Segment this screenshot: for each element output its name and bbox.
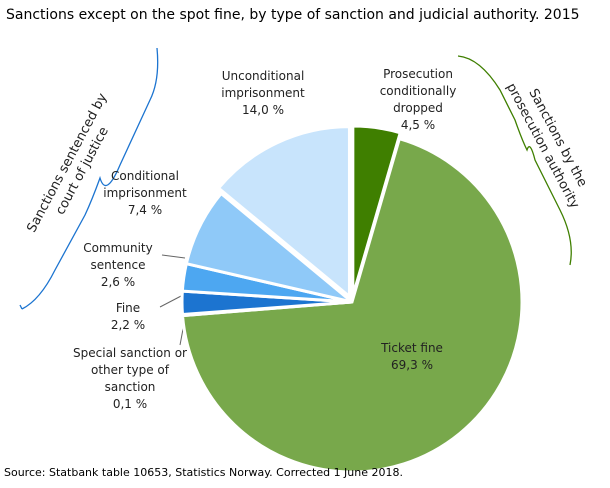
slice-label: Fine 2,2 % bbox=[98, 300, 158, 334]
group-brace bbox=[457, 55, 572, 266]
slice-label: Ticket fine 69,3 % bbox=[362, 340, 462, 374]
category-label: Prosecution conditionally dropped bbox=[379, 67, 457, 115]
value-label: 7,4 % bbox=[127, 203, 163, 217]
category-label: Community sentence bbox=[83, 241, 153, 272]
value-label: 2,2 % bbox=[110, 318, 146, 332]
category-label: Ticket fine bbox=[381, 341, 443, 355]
chart-title: Sanctions except on the spot fine, by ty… bbox=[6, 7, 580, 23]
slice-label: Conditional imprisonment 7,4 % bbox=[80, 168, 210, 219]
category-label: Unconditional imprisonment bbox=[221, 69, 305, 100]
group-brace bbox=[19, 47, 159, 310]
value-label: 0,1 % bbox=[112, 397, 148, 411]
slice-label: Unconditional imprisonment 14,0 % bbox=[198, 68, 328, 119]
pie-slice bbox=[216, 125, 351, 300]
slice-label: Community sentence 2,6 % bbox=[73, 240, 163, 291]
category-label: Fine bbox=[115, 301, 141, 315]
source-note: Source: Statbank table 10653, Statistics… bbox=[4, 466, 404, 479]
value-label: 69,3 % bbox=[391, 358, 433, 372]
slice-label: Special sanction or other type of sancti… bbox=[70, 345, 190, 413]
pie-slice bbox=[180, 136, 524, 474]
pie-slice bbox=[184, 191, 353, 304]
category-label: Special sanction or other type of sancti… bbox=[73, 346, 187, 394]
value-label: 2,6 % bbox=[100, 275, 136, 289]
category-label: Conditional imprisonment bbox=[103, 169, 187, 200]
leader-line bbox=[159, 294, 184, 308]
value-label: 4,5 % bbox=[400, 118, 436, 132]
value-label: 14,0 % bbox=[242, 103, 284, 117]
slice-label: Prosecution conditionally dropped 4,5 % bbox=[363, 66, 473, 134]
leader-line bbox=[161, 254, 186, 259]
